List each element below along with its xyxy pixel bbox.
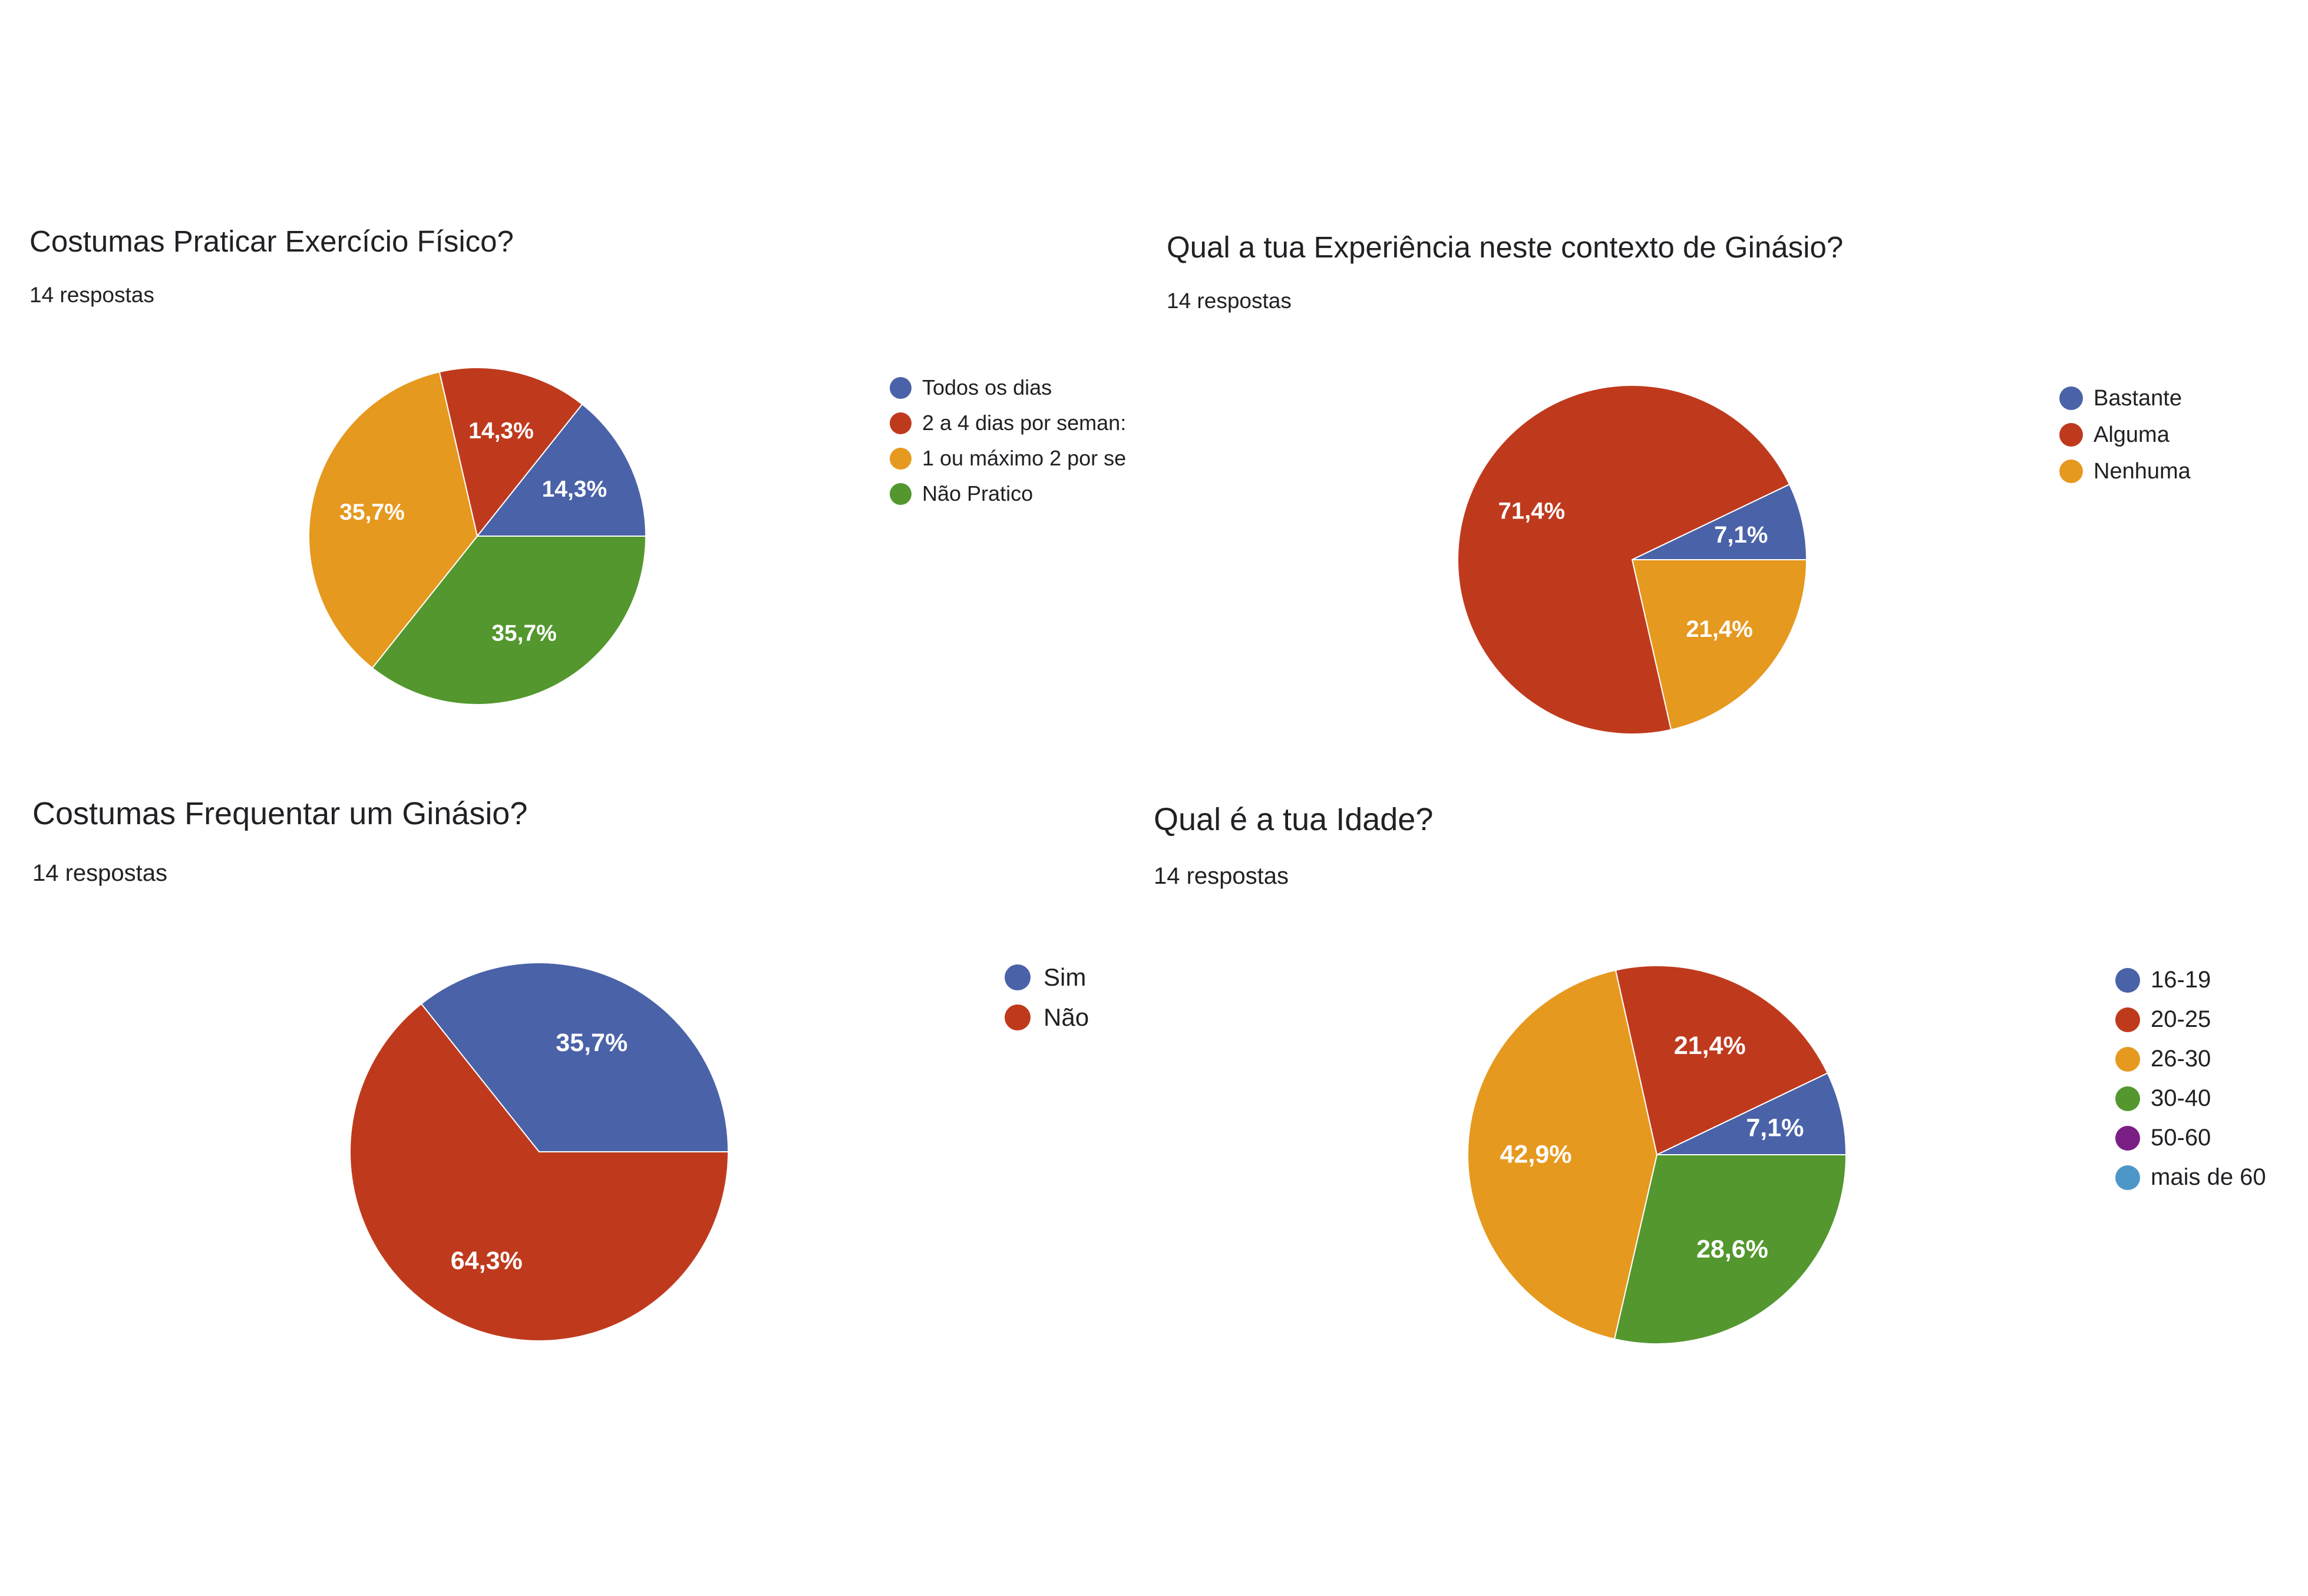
- legend-label: Alguma: [2094, 422, 2170, 447]
- response-count: 14 respostas: [1154, 863, 1289, 889]
- legend-label: mais de 60: [2151, 1164, 2266, 1190]
- response-count: 14 respostas: [32, 860, 168, 886]
- legend-item-todos-os-dias[interactable]: Todos os dias: [890, 370, 1137, 405]
- legend-item-nao-pratico[interactable]: Não Pratico: [890, 476, 1137, 511]
- pie-chart-gym: 64,3% 35,7%: [349, 962, 729, 1341]
- slice-label-sim: 35,7%: [556, 1029, 628, 1057]
- slice-label-2-a-4-dias-por-semana: 14,3%: [468, 418, 534, 444]
- legend-item-2-a-4-dias-por-semana[interactable]: 2 a 4 dias por seman:: [890, 405, 1137, 441]
- legend-swatch: [2059, 423, 2083, 447]
- legend-swatch: [2059, 460, 2083, 483]
- legend-item-nenhuma[interactable]: Nenhuma: [2059, 453, 2295, 490]
- pie-slice-30-40[interactable]: [1613, 1154, 1847, 1344]
- slice-label-nenhuma: 21,4%: [1686, 616, 1752, 642]
- pie-slice-26-30[interactable]: [1467, 969, 1658, 1340]
- chart-title: Qual é a tua Idade?: [1154, 802, 1434, 837]
- pie-slice-16-19[interactable]: [1656, 1072, 1847, 1155]
- legend-label: 26-30: [2151, 1046, 2211, 1072]
- legend-item-sim[interactable]: Sim: [1005, 957, 1181, 997]
- legend-item-nao[interactable]: Não: [1005, 997, 1181, 1037]
- response-count: 14 respostas: [29, 283, 154, 307]
- chart-legend: Bastante Alguma Nenhuma: [2059, 380, 2295, 490]
- slice-label-todos-os-dias: 14,3%: [542, 477, 607, 502]
- legend-swatch: [2115, 967, 2140, 993]
- response-count: 14 respostas: [1167, 289, 1292, 313]
- legend-swatch: [2059, 386, 2083, 410]
- slice-label-16-19: 7,1%: [1746, 1114, 1804, 1142]
- legend-label: 30-40: [2151, 1085, 2211, 1111]
- slice-label-1-ou-maximo-2-por-semana: 35,7%: [339, 500, 405, 525]
- pie-slice-nenhuma[interactable]: [1631, 559, 1808, 731]
- legend-item-alguma[interactable]: Alguma: [2059, 417, 2295, 453]
- slice-label-nao-pratico: 35,7%: [491, 620, 557, 646]
- pie-chart-experience: 21,4% 71,4% 7,1%: [1457, 385, 1808, 735]
- pie-slice-2-a-4-dias-por-semana[interactable]: [438, 367, 583, 538]
- pie-slice-nao-pratico[interactable]: [371, 536, 647, 705]
- pie-slice-sim[interactable]: [420, 962, 729, 1152]
- pie-chart-age: 28,6% 42,9% 21,4% 7,1%: [1467, 965, 1847, 1344]
- legend-label: 1 ou máximo 2 por se: [922, 446, 1127, 470]
- slice-label-nao: 64,3%: [451, 1247, 523, 1275]
- legend-label: 16-19: [2151, 967, 2211, 993]
- legend-label: Bastante: [2094, 385, 2182, 411]
- legend-item-50-60[interactable]: 50-60: [2115, 1118, 2304, 1158]
- legend-item-20-25[interactable]: 20-25: [2115, 1000, 2304, 1039]
- legend-item-1-ou-maximo-2-por-semana[interactable]: 1 ou máximo 2 por se: [890, 441, 1137, 476]
- legend-swatch: [2115, 1125, 2140, 1151]
- legend-item-26-30[interactable]: 26-30: [2115, 1039, 2304, 1079]
- chart-legend: 16-19 20-25 26-30 30-40 50-60 mais de 60: [2115, 960, 2304, 1197]
- legend-label: Não Pratico: [922, 481, 1034, 505]
- slice-label-bastante: 7,1%: [1714, 522, 1768, 548]
- legend-label: Sim: [1044, 963, 1087, 991]
- legend-swatch: [890, 412, 912, 434]
- legend-swatch: [890, 447, 912, 470]
- legend-label: 50-60: [2151, 1125, 2211, 1151]
- legend-swatch: [2115, 1007, 2140, 1032]
- legend-swatch: [1005, 1004, 1031, 1030]
- slice-label-alguma: 71,4%: [1498, 498, 1565, 524]
- pie-slice-bastante[interactable]: [1632, 483, 1808, 560]
- legend-swatch: [2115, 1086, 2140, 1111]
- legend-label: 2 a 4 dias por seman:: [922, 411, 1127, 435]
- pie-slice-nao[interactable]: [349, 1003, 729, 1341]
- legend-label: Todos os dias: [922, 375, 1052, 399]
- legend-label: Nenhuma: [2094, 458, 2191, 484]
- legend-swatch: [890, 376, 912, 399]
- legend-swatch: [2115, 1046, 2140, 1072]
- slice-label-26-30: 42,9%: [1500, 1140, 1572, 1168]
- pie-slice-20-25[interactable]: [1614, 965, 1828, 1156]
- pie-chart-exercise: 35,7% 35,7% 14,3% 14,3%: [308, 367, 647, 705]
- legend-item-30-40[interactable]: 30-40: [2115, 1079, 2304, 1118]
- slice-label-20-25: 21,4%: [1674, 1032, 1746, 1060]
- legend-item-mais-de-60[interactable]: mais de 60: [2115, 1158, 2304, 1197]
- legend-swatch: [2115, 1165, 2140, 1190]
- pie-slice-1-ou-maximo-2-por-semana[interactable]: [308, 371, 478, 669]
- chart-legend: Todos os dias 2 a 4 dias por seman: 1 ou m…: [890, 370, 1137, 511]
- legend-swatch: [890, 483, 912, 505]
- legend-item-bastante[interactable]: Bastante: [2059, 380, 2295, 417]
- chart-legend: Sim Não: [1005, 957, 1181, 1037]
- pie-slice-todos-os-dias[interactable]: [476, 403, 647, 537]
- chart-title: Qual a tua Experiência neste contexto de…: [1167, 230, 1844, 264]
- slice-label-30-40: 28,6%: [1696, 1235, 1768, 1264]
- legend-label: 20-25: [2151, 1006, 2211, 1032]
- pie-slice-alguma[interactable]: [1457, 385, 1791, 735]
- legend-swatch: [1005, 964, 1031, 990]
- chart-title: Costumas Praticar Exercício Físico?: [29, 224, 514, 258]
- legend-label: Não: [1044, 1003, 1089, 1031]
- chart-title: Costumas Frequentar um Ginásio?: [32, 796, 528, 831]
- legend-item-16-19[interactable]: 16-19: [2115, 960, 2304, 1000]
